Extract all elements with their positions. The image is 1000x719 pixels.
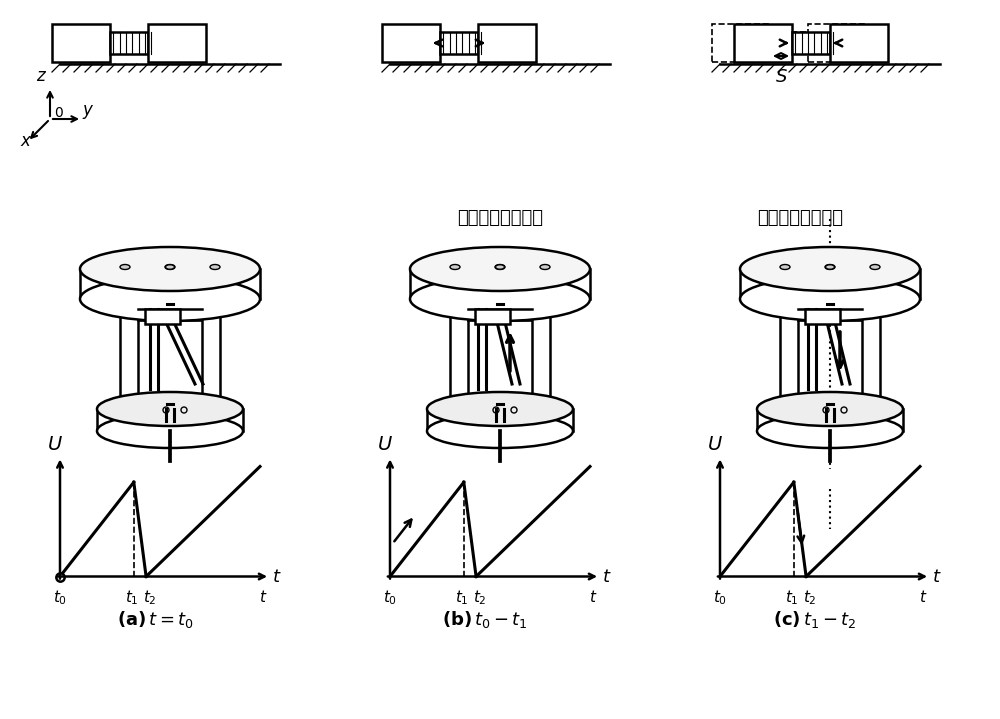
Ellipse shape — [496, 265, 505, 269]
Bar — [804, 309, 840, 324]
Bar — [808, 24, 866, 62]
Bar — [475, 309, 510, 324]
Ellipse shape — [780, 265, 790, 270]
Ellipse shape — [97, 392, 243, 426]
Bar — [52, 24, 110, 62]
Text: $S$: $S$ — [775, 68, 787, 86]
Text: $t_2$: $t_2$ — [803, 588, 817, 608]
Bar — [712, 24, 770, 62]
Bar — [757, 409, 903, 431]
Text: $z$: $z$ — [36, 67, 48, 85]
Ellipse shape — [757, 414, 903, 448]
Ellipse shape — [740, 277, 920, 321]
Bar — [770, 32, 808, 54]
Bar — [482, 399, 528, 421]
Bar — [97, 409, 243, 431]
Ellipse shape — [120, 265, 130, 270]
Ellipse shape — [80, 247, 260, 291]
Bar — [862, 309, 880, 404]
Bar — [144, 309, 180, 324]
Bar — [792, 32, 830, 54]
Ellipse shape — [97, 414, 243, 448]
Bar — [478, 24, 536, 62]
Bar — [152, 399, 198, 421]
Bar — [202, 309, 220, 404]
Text: $t$: $t$ — [932, 567, 942, 585]
Text: $y$: $y$ — [82, 103, 94, 121]
Text: $\mathbf{(c)}\,t_1-t_2$: $\mathbf{(c)}\,t_1-t_2$ — [773, 609, 857, 630]
Text: $U$: $U$ — [377, 434, 393, 454]
Ellipse shape — [826, 265, 834, 269]
Text: $t$: $t$ — [602, 567, 612, 585]
Bar — [780, 309, 798, 404]
Text: $t_0$: $t_0$ — [383, 588, 397, 608]
Text: $t$: $t$ — [919, 588, 927, 605]
Text: $U$: $U$ — [707, 434, 723, 454]
Bar — [110, 32, 148, 54]
Ellipse shape — [450, 265, 460, 270]
Bar — [382, 24, 440, 62]
Text: $U$: $U$ — [47, 434, 63, 454]
Text: $t$: $t$ — [272, 567, 282, 585]
Bar — [450, 309, 468, 404]
Bar — [830, 24, 888, 62]
Ellipse shape — [757, 392, 903, 426]
Text: $\mathbf{(b)}\,t_0-t_1$: $\mathbf{(b)}\,t_0-t_1$ — [442, 609, 528, 630]
Ellipse shape — [410, 277, 590, 321]
Ellipse shape — [80, 277, 260, 321]
Text: 压电叠堆缓慢伸长: 压电叠堆缓慢伸长 — [457, 209, 543, 227]
Bar — [440, 32, 478, 54]
Ellipse shape — [740, 247, 920, 291]
Bar — [740, 269, 920, 299]
Bar — [410, 269, 590, 299]
Ellipse shape — [427, 414, 573, 448]
Text: $t$: $t$ — [259, 588, 267, 605]
Bar — [80, 269, 260, 299]
Text: $t_0$: $t_0$ — [53, 588, 67, 608]
Text: $t_1$: $t_1$ — [125, 588, 139, 608]
Ellipse shape — [427, 392, 573, 426]
Text: 压电叠堆快速收缩: 压电叠堆快速收缩 — [757, 209, 843, 227]
Bar — [427, 409, 573, 431]
Ellipse shape — [210, 265, 220, 270]
Bar — [120, 309, 138, 404]
Text: $t_2$: $t_2$ — [143, 588, 157, 608]
Text: $t_1$: $t_1$ — [455, 588, 469, 608]
Text: $\mathbf{(a)}\,t=t_0$: $\mathbf{(a)}\,t=t_0$ — [117, 609, 193, 630]
Bar — [812, 399, 858, 421]
Text: $x$: $x$ — [20, 132, 32, 150]
Ellipse shape — [540, 265, 550, 270]
Text: $t_1$: $t_1$ — [785, 588, 799, 608]
Ellipse shape — [870, 265, 880, 270]
Text: $t$: $t$ — [589, 588, 597, 605]
Ellipse shape — [165, 265, 175, 270]
Ellipse shape — [166, 265, 175, 269]
Bar — [148, 24, 206, 62]
Ellipse shape — [410, 247, 590, 291]
Bar — [532, 309, 550, 404]
Text: $t_2$: $t_2$ — [473, 588, 487, 608]
Text: $0$: $0$ — [54, 106, 64, 120]
Text: $t_0$: $t_0$ — [713, 588, 727, 608]
Bar — [734, 24, 792, 62]
Ellipse shape — [495, 265, 505, 270]
Ellipse shape — [825, 265, 835, 270]
